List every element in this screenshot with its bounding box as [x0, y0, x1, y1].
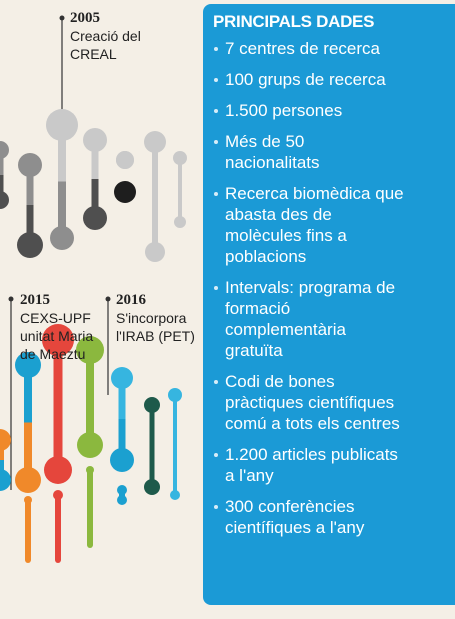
- pill-end: [18, 153, 42, 177]
- pill-end: [0, 141, 9, 159]
- connector-dot: [9, 297, 14, 302]
- pill-stem: [55, 528, 61, 561]
- event-text: S'incorpora: [116, 309, 195, 327]
- pill-end: [144, 479, 160, 495]
- data-panel: PRINCIPALS DADES 7 centres de recerca 100…: [203, 4, 455, 605]
- item-text: Més de 50: [225, 131, 447, 152]
- pill-end: [117, 495, 127, 505]
- list-item: 1.500 persones: [213, 100, 447, 121]
- pill-end: [174, 216, 186, 228]
- item-text: poblacions: [225, 246, 447, 267]
- pill-end: [114, 181, 136, 203]
- pill-end: [0, 429, 11, 451]
- event-text: de Maeztu: [20, 345, 93, 363]
- connector-dot: [106, 297, 111, 302]
- pill-end: [86, 466, 94, 474]
- item-text: Intervals: programa de: [225, 277, 447, 298]
- item-text: Recerca biomèdica que: [225, 183, 447, 204]
- item-text: a l'any: [225, 465, 447, 486]
- list-item: 100 grups de recerca: [213, 69, 447, 90]
- pill-end: [144, 397, 160, 413]
- pill-stem: [173, 445, 177, 495]
- event-year: 2005: [70, 9, 141, 27]
- item-text: complementària: [225, 319, 447, 340]
- pill-end: [144, 131, 166, 153]
- pill-end: [0, 191, 9, 209]
- item-text: 1.500 persones: [225, 100, 447, 121]
- pill-stem: [87, 508, 93, 546]
- item-text: científiques a l'any: [225, 517, 447, 538]
- pill-end: [25, 557, 31, 563]
- item-text: 7 centres de recerca: [225, 38, 447, 59]
- item-text: 300 conferències: [225, 496, 447, 517]
- item-text: molècules fins a: [225, 225, 447, 246]
- item-text: Codi de bones: [225, 371, 447, 392]
- pill-end: [17, 232, 43, 258]
- item-text: nacionalitats: [225, 152, 447, 173]
- item-text: 100 grups de recerca: [225, 69, 447, 90]
- event-text: unitat Maria: [20, 327, 93, 345]
- pill-end: [111, 367, 133, 389]
- item-text: formació: [225, 298, 447, 319]
- item-text: gratuïta: [225, 340, 447, 361]
- pill-end: [0, 469, 11, 491]
- list-item: 300 conferènciescientífiques a l'any: [213, 496, 447, 538]
- event-text: Creació del: [70, 27, 141, 45]
- page: {"timeline": [ {"year": "2005", "lines":…: [0, 0, 455, 619]
- pill-end: [15, 467, 41, 493]
- list-item: 7 centres de recerca: [213, 38, 447, 59]
- item-text: abasta des de: [225, 204, 447, 225]
- pill-end: [77, 432, 103, 458]
- pill-end: [110, 448, 134, 472]
- pill-end: [44, 456, 72, 484]
- pill-end: [83, 206, 107, 230]
- item-list: 7 centres de recerca 100 grups de recerca…: [213, 38, 447, 538]
- pill-end: [116, 151, 134, 169]
- pill-end: [53, 490, 63, 500]
- pill-end: [168, 388, 182, 402]
- pill-end: [87, 542, 93, 548]
- pill-end: [55, 557, 61, 563]
- item-text: comú a tots els centres: [225, 413, 447, 434]
- pill-end: [173, 151, 187, 165]
- pill-stem: [25, 530, 31, 560]
- pill-end: [145, 242, 165, 262]
- pill-end: [46, 109, 78, 141]
- pill-end: [50, 226, 74, 250]
- event-text: CEXS-UPF: [20, 309, 93, 327]
- panel-title: PRINCIPALS DADES: [213, 12, 447, 32]
- pill-end: [117, 485, 127, 495]
- event-year: 2015: [20, 291, 93, 309]
- event-text: CREAL: [70, 45, 141, 63]
- event-text: l'IRAB (PET): [116, 327, 195, 345]
- event-year: 2016: [116, 291, 195, 309]
- item-text: 1.200 articles publicats: [225, 444, 447, 465]
- pill-end: [24, 496, 32, 504]
- pill-end: [170, 490, 180, 500]
- item-text: pràctiques científiques: [225, 392, 447, 413]
- connector-dot: [60, 16, 65, 21]
- pill-end: [83, 128, 107, 152]
